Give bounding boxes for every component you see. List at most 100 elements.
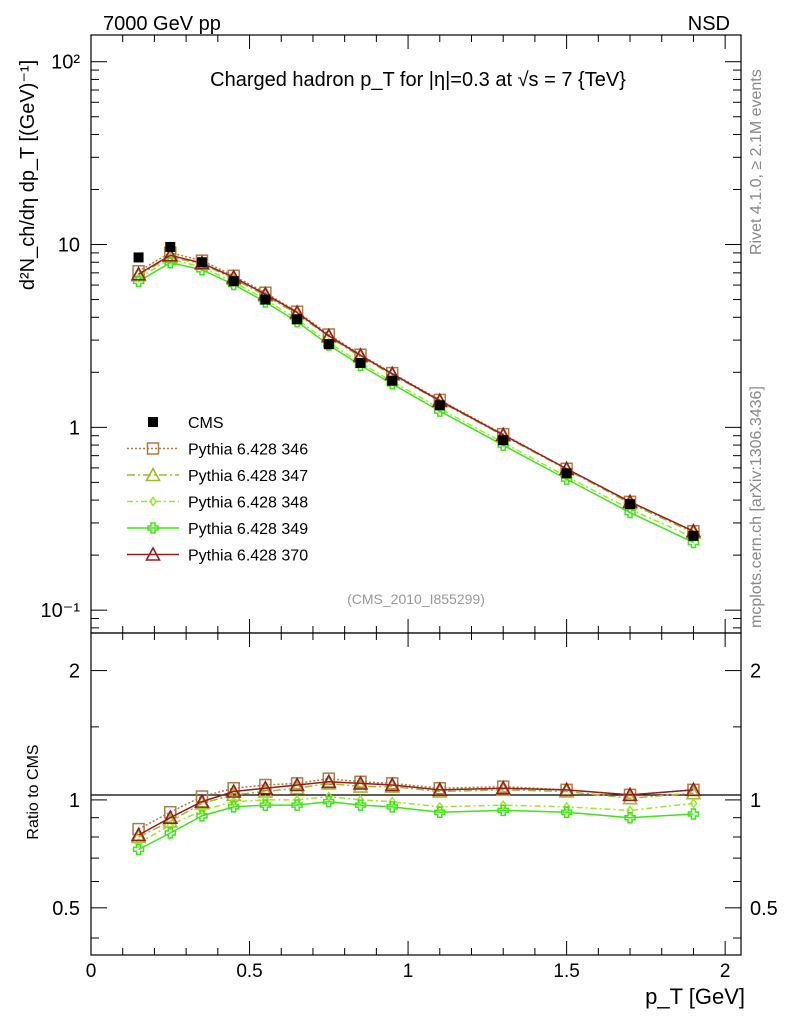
- ratio-point-pythia-6-428-370: [225, 783, 242, 798]
- ratio-point-pythia-6-428-348: [562, 801, 571, 813]
- legend-label: Pythia 6.428 349: [188, 521, 308, 538]
- data-point-pythia-6-428-349: [196, 263, 208, 276]
- ratio-point-pythia-6-428-370: [685, 781, 702, 797]
- cms-data-point: [165, 241, 176, 252]
- ratio-point-pythia-6-428-347: [162, 813, 179, 828]
- ratio-tick-label: 2: [69, 661, 80, 683]
- ratio-tick-label-right: 0.5: [750, 898, 778, 920]
- x-tick-label: 2: [720, 961, 731, 982]
- legend-marker: [147, 522, 159, 534]
- cms-data-point: [434, 400, 445, 411]
- ratio-point-pythia-6-428-347: [225, 786, 242, 802]
- ratio-point-pythia-6-428-370: [320, 773, 337, 789]
- legend-marker-cms: [148, 417, 158, 427]
- ratio-y-axis-label: Ratio to CMS: [25, 744, 42, 839]
- ratio-point-pythia-6-428-346: [227, 781, 240, 795]
- main-plot-frame: [90, 34, 742, 634]
- ratio-tick-label: 0.5: [52, 898, 80, 920]
- ratio-point-pythia-6-428-348: [324, 791, 333, 802]
- legend-label: Pythia 6.428 347: [188, 468, 308, 485]
- cms-data-point: [196, 257, 207, 268]
- ratio-line-pythia-6-428-347: [138, 782, 694, 838]
- series-line-pythia-6-428-346: [138, 251, 694, 532]
- ratio-point-pythia-6-428-370: [194, 793, 210, 808]
- ratio-point-pythia-6-428-347: [352, 778, 369, 793]
- cms-data-point: [387, 375, 398, 386]
- ratio-point-pythia-6-428-346: [322, 772, 336, 785]
- ratio-line-pythia-6-428-370: [138, 781, 694, 836]
- legend-marker: [146, 442, 160, 455]
- cms-data-point: [355, 357, 366, 368]
- legend-label: Pythia 6.428 370: [188, 548, 308, 565]
- header-left: 7000 GeV pp: [103, 13, 221, 35]
- ratio-point-pythia-6-428-348: [435, 801, 444, 813]
- ratio-point-pythia-6-428-348: [499, 799, 508, 811]
- ratio-point-pythia-6-428-349: [323, 795, 335, 808]
- ratio-series-group: [130, 772, 702, 856]
- x-tick-label: 0.5: [236, 961, 262, 982]
- cms-data-point: [498, 435, 509, 446]
- ratio-point-pythia-6-428-348: [293, 794, 302, 806]
- cms-data-point: [292, 314, 303, 325]
- legend-label: Pythia 6.428 348: [188, 495, 308, 512]
- ratio-point-pythia-6-428-348: [261, 794, 270, 806]
- rivet-version-label: Rivet 4.1.0, ≥ 2.1M events: [748, 69, 765, 255]
- cms-data-point: [625, 499, 636, 510]
- header-right: NSD: [688, 13, 730, 35]
- legend: CMS Pythia 6.428 346 Pythia 6.428 347 Pythi…: [127, 415, 308, 565]
- ratio-point-pythia-6-428-349: [560, 806, 573, 818]
- ratio-point-pythia-6-428-370: [558, 781, 575, 797]
- ratio-tick-label-right: 1: [750, 790, 761, 812]
- legend-marker: [145, 546, 161, 561]
- y-tick-label: 10: [58, 235, 80, 257]
- ratio-line-pythia-6-428-348: [138, 795, 694, 844]
- data-point-pythia-6-428-370: [130, 265, 147, 281]
- ratio-point-pythia-6-428-349: [164, 827, 177, 839]
- y-tick-label: 1: [69, 417, 80, 439]
- ratio-point-pythia-6-428-348: [388, 796, 397, 807]
- ratio-point-pythia-6-428-348: [356, 794, 365, 806]
- ratio-point-pythia-6-428-370: [289, 776, 305, 792]
- x-tick-label: 1.5: [553, 961, 579, 982]
- ratio-point-pythia-6-428-349: [354, 799, 367, 811]
- ratio-point-pythia-6-428-349: [687, 808, 700, 820]
- cms-data-point: [688, 530, 699, 541]
- legend-label: Pythia 6.428 346: [188, 442, 308, 459]
- ratio-point-pythia-6-428-370: [622, 786, 638, 802]
- y-tick-label: 10⁻¹: [41, 600, 81, 622]
- ratio-point-pythia-6-428-370: [431, 781, 448, 797]
- ratio-point-pythia-6-428-370: [257, 780, 274, 795]
- cms-data-point: [323, 339, 334, 350]
- x-tick-label: 1: [403, 961, 414, 982]
- ratio-point-pythia-6-428-370: [384, 776, 401, 792]
- ratio-point-pythia-6-428-349: [227, 801, 240, 813]
- cms-data-point: [561, 468, 572, 479]
- legend-label-cms: CMS: [188, 415, 224, 432]
- ratio-point-pythia-6-428-349: [291, 799, 303, 811]
- analysis-tag: (CMS_2010_I855299): [347, 591, 485, 607]
- ratio-tick-label: 1: [69, 790, 80, 812]
- ratio-point-pythia-6-428-349: [132, 843, 145, 856]
- ratio-point-pythia-6-428-347: [289, 780, 305, 795]
- ratio-point-pythia-6-428-347: [622, 790, 638, 805]
- y-tick-label: 10²: [51, 52, 80, 74]
- x-axis-label: p_T [GeV]: [645, 984, 745, 1009]
- ratio-plot-frame: [90, 632, 742, 956]
- ratio-point-pythia-6-428-349: [196, 810, 208, 822]
- ratio-point-pythia-6-428-349: [497, 804, 509, 817]
- ratio-point-pythia-6-428-348: [198, 805, 206, 816]
- ratio-point-pythia-6-428-348: [626, 805, 634, 816]
- data-point-pythia-6-428-370: [162, 247, 179, 262]
- series-line-pythia-6-428-370: [138, 254, 694, 532]
- ratio-point-pythia-6-428-349: [259, 799, 272, 811]
- cms-data-point: [228, 276, 239, 287]
- ratio-point-pythia-6-428-349: [624, 811, 636, 824]
- legend-marker: [149, 496, 157, 507]
- ratio-tick-label-right: 2: [750, 661, 761, 683]
- cms-data-point: [133, 252, 144, 263]
- ratio-point-pythia-6-428-349: [434, 806, 446, 818]
- main-series-group: [130, 241, 702, 549]
- ratio-point-pythia-6-428-348: [689, 798, 698, 809]
- ratio-point-pythia-6-428-370: [162, 809, 179, 824]
- data-point-pythia-6-428-349: [624, 506, 636, 519]
